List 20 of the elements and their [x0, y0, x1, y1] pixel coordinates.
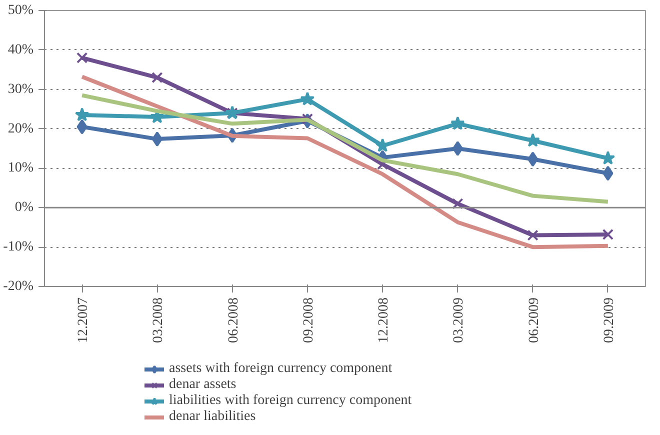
- x-tick-label: 12.2007: [76, 298, 92, 343]
- y-tick-label: 20%: [8, 121, 34, 136]
- x-tick-label: 12.2008: [376, 298, 392, 343]
- x-tick-label: 03.2008: [151, 298, 166, 343]
- y-tick-label: 50%: [8, 3, 34, 18]
- x-tick-label: 06.2008: [226, 298, 242, 343]
- legend-label: assets with foreign currency component: [169, 361, 392, 377]
- legend-label: denar assets: [169, 377, 236, 393]
- legend-label: denar liabilities: [169, 409, 256, 425]
- legend-label: liabilities with foreign currency component: [169, 393, 412, 409]
- x-tick-label: 06.2009: [526, 298, 542, 343]
- x-tick-label: 09.2008: [301, 298, 316, 343]
- y-tick-label: -10%: [3, 240, 34, 255]
- x-tick-label: 09.2009: [602, 298, 617, 343]
- y-tick-label: 10%: [8, 160, 34, 176]
- y-tick-label: -20%: [3, 279, 34, 294]
- y-tick-label: 0%: [14, 200, 34, 216]
- y-tick-label: 30%: [8, 82, 34, 97]
- x-tick-label: 03.2009: [452, 298, 467, 343]
- y-tick-label: 40%: [8, 42, 34, 58]
